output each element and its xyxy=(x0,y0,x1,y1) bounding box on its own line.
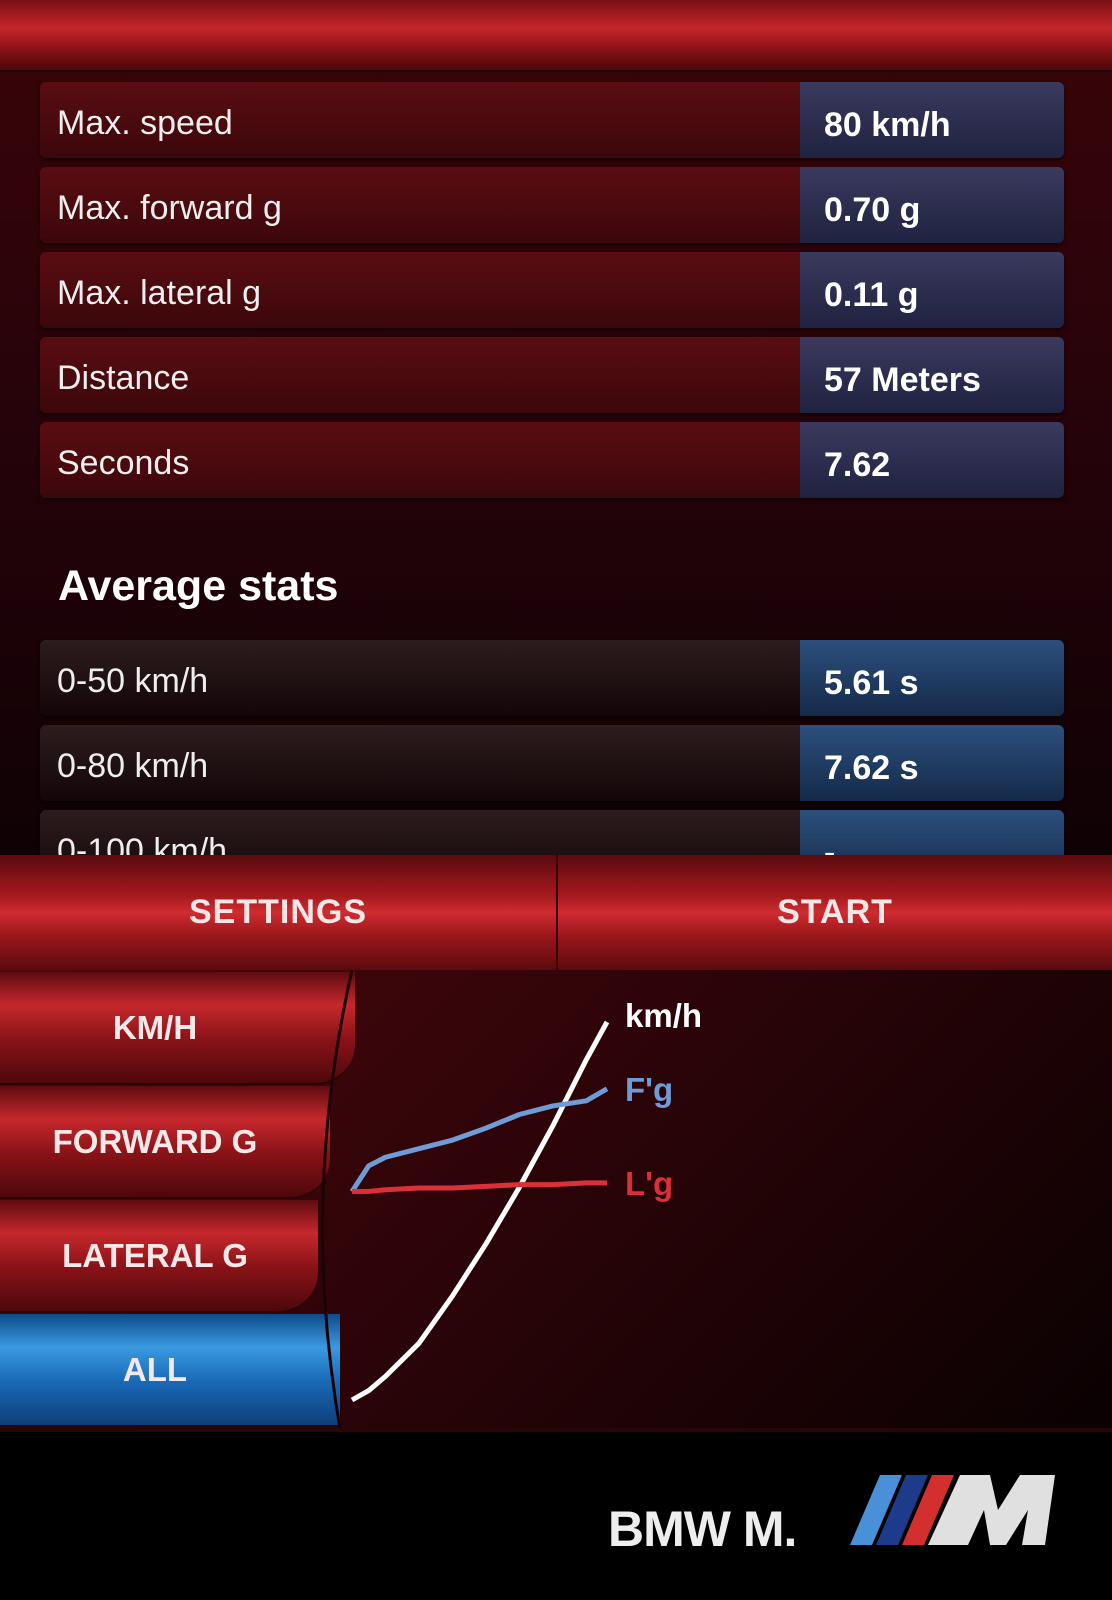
brand-text: BMW M. xyxy=(608,1501,797,1557)
stat-value: 7.62 xyxy=(800,422,1064,498)
top-bar xyxy=(0,0,1112,72)
stat-row: Max. forward g 0.70 g xyxy=(40,167,1064,243)
speed-g-chart: km/h F'g L'g xyxy=(321,970,702,1428)
stat-label: Seconds xyxy=(40,422,800,498)
stat-row: Max. lateral g 0.11 g xyxy=(40,252,1064,328)
bmw-m-logo xyxy=(850,1475,1055,1545)
graph-tab-label: ALL xyxy=(122,1350,188,1388)
graph-tab-label: FORWARD G xyxy=(52,1122,258,1160)
series-label: F'g xyxy=(625,1071,673,1108)
graph-tab-label: LATERAL G xyxy=(62,1236,248,1274)
graph-tab-forward-g[interactable]: FORWARD G xyxy=(0,1086,330,1199)
average-label: 0-80 km/h xyxy=(40,725,800,801)
graph-tab-km-h[interactable]: KM/H xyxy=(0,972,355,1085)
average-value: 5.61 s xyxy=(800,640,1064,716)
average-value: 7.62 s xyxy=(800,725,1064,801)
stat-value: 57 Meters xyxy=(800,337,1064,413)
stat-label: Max. lateral g xyxy=(40,252,800,328)
stat-label: Max. speed xyxy=(40,82,800,158)
series-label: L'g xyxy=(625,1165,673,1202)
average-label: 0-50 km/h xyxy=(40,640,800,716)
toolbar-divider xyxy=(556,855,558,970)
average-row: 0-50 km/h 5.61 s xyxy=(40,640,1064,716)
chart-border xyxy=(321,970,354,1428)
stat-value: 80 km/h xyxy=(800,82,1064,158)
stat-row: Seconds 7.62 xyxy=(40,422,1064,498)
toolbar: SETTINGS START xyxy=(0,855,1112,970)
start-button[interactable]: START xyxy=(777,893,893,931)
footer xyxy=(0,1428,1112,1600)
stat-value: 0.70 g xyxy=(800,167,1064,243)
series-line-1 xyxy=(349,1086,609,1193)
series-line-0 xyxy=(350,1020,610,1403)
average-stats-heading: Average stats xyxy=(58,562,339,610)
stat-label: Max. forward g xyxy=(40,167,800,243)
graph-tab-all[interactable]: ALL xyxy=(0,1314,340,1427)
series-line-2 xyxy=(352,1180,607,1194)
settings-button[interactable]: SETTINGS xyxy=(188,893,368,931)
series-label: km/h xyxy=(625,997,702,1034)
stat-row: Max. speed 80 km/h xyxy=(40,82,1064,158)
graph-tab-label: KM/H xyxy=(112,1008,198,1046)
stat-value: 0.11 g xyxy=(800,252,1064,328)
stat-label: Distance xyxy=(40,337,800,413)
graph-tab-lateral-g[interactable]: LATERAL G xyxy=(0,1200,318,1313)
stat-row: Distance 57 Meters xyxy=(40,337,1064,413)
stats-panel[interactable]: Max. speed 80 km/h Max. forward g 0.70 g Max… xyxy=(0,0,1112,886)
average-row: 0-80 km/h 7.62 s xyxy=(40,725,1064,801)
